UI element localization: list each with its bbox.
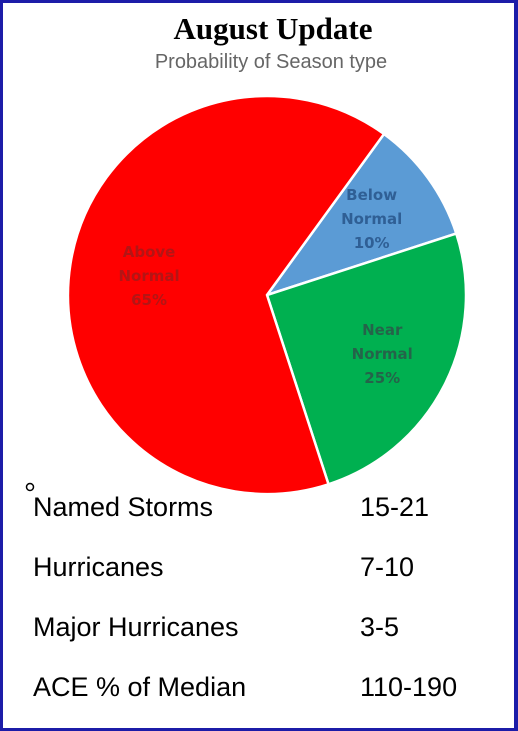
pie-slice (66, 94, 386, 496)
row-value: 7-10 (360, 552, 415, 582)
slice-value-label: 65% (131, 291, 168, 310)
row-label: Named Storms (33, 492, 214, 522)
slice-label: Below Normal (341, 185, 403, 228)
pie-slice (263, 132, 458, 298)
pie-slice (265, 231, 468, 486)
slice-label: Near Normal (351, 320, 413, 363)
marker (25, 482, 35, 492)
chart: August Update Probability of Season type (25, 11, 468, 496)
slice-value-label: 25% (364, 368, 401, 387)
row-label: ACE % of Median (33, 672, 247, 702)
row-label: Major Hurricanes (33, 612, 239, 642)
slice-value-label: 10% (353, 233, 390, 252)
chart-subtitle: Probability of Season type (155, 51, 387, 73)
row-value: 3-5 (360, 612, 400, 642)
chart-title: August Update (174, 11, 373, 46)
row-value: 15-21 (360, 492, 430, 522)
row-value: 110-190 (360, 672, 458, 702)
row-label: Hurricanes (33, 552, 164, 582)
slice-label: Above Normal (118, 243, 180, 286)
